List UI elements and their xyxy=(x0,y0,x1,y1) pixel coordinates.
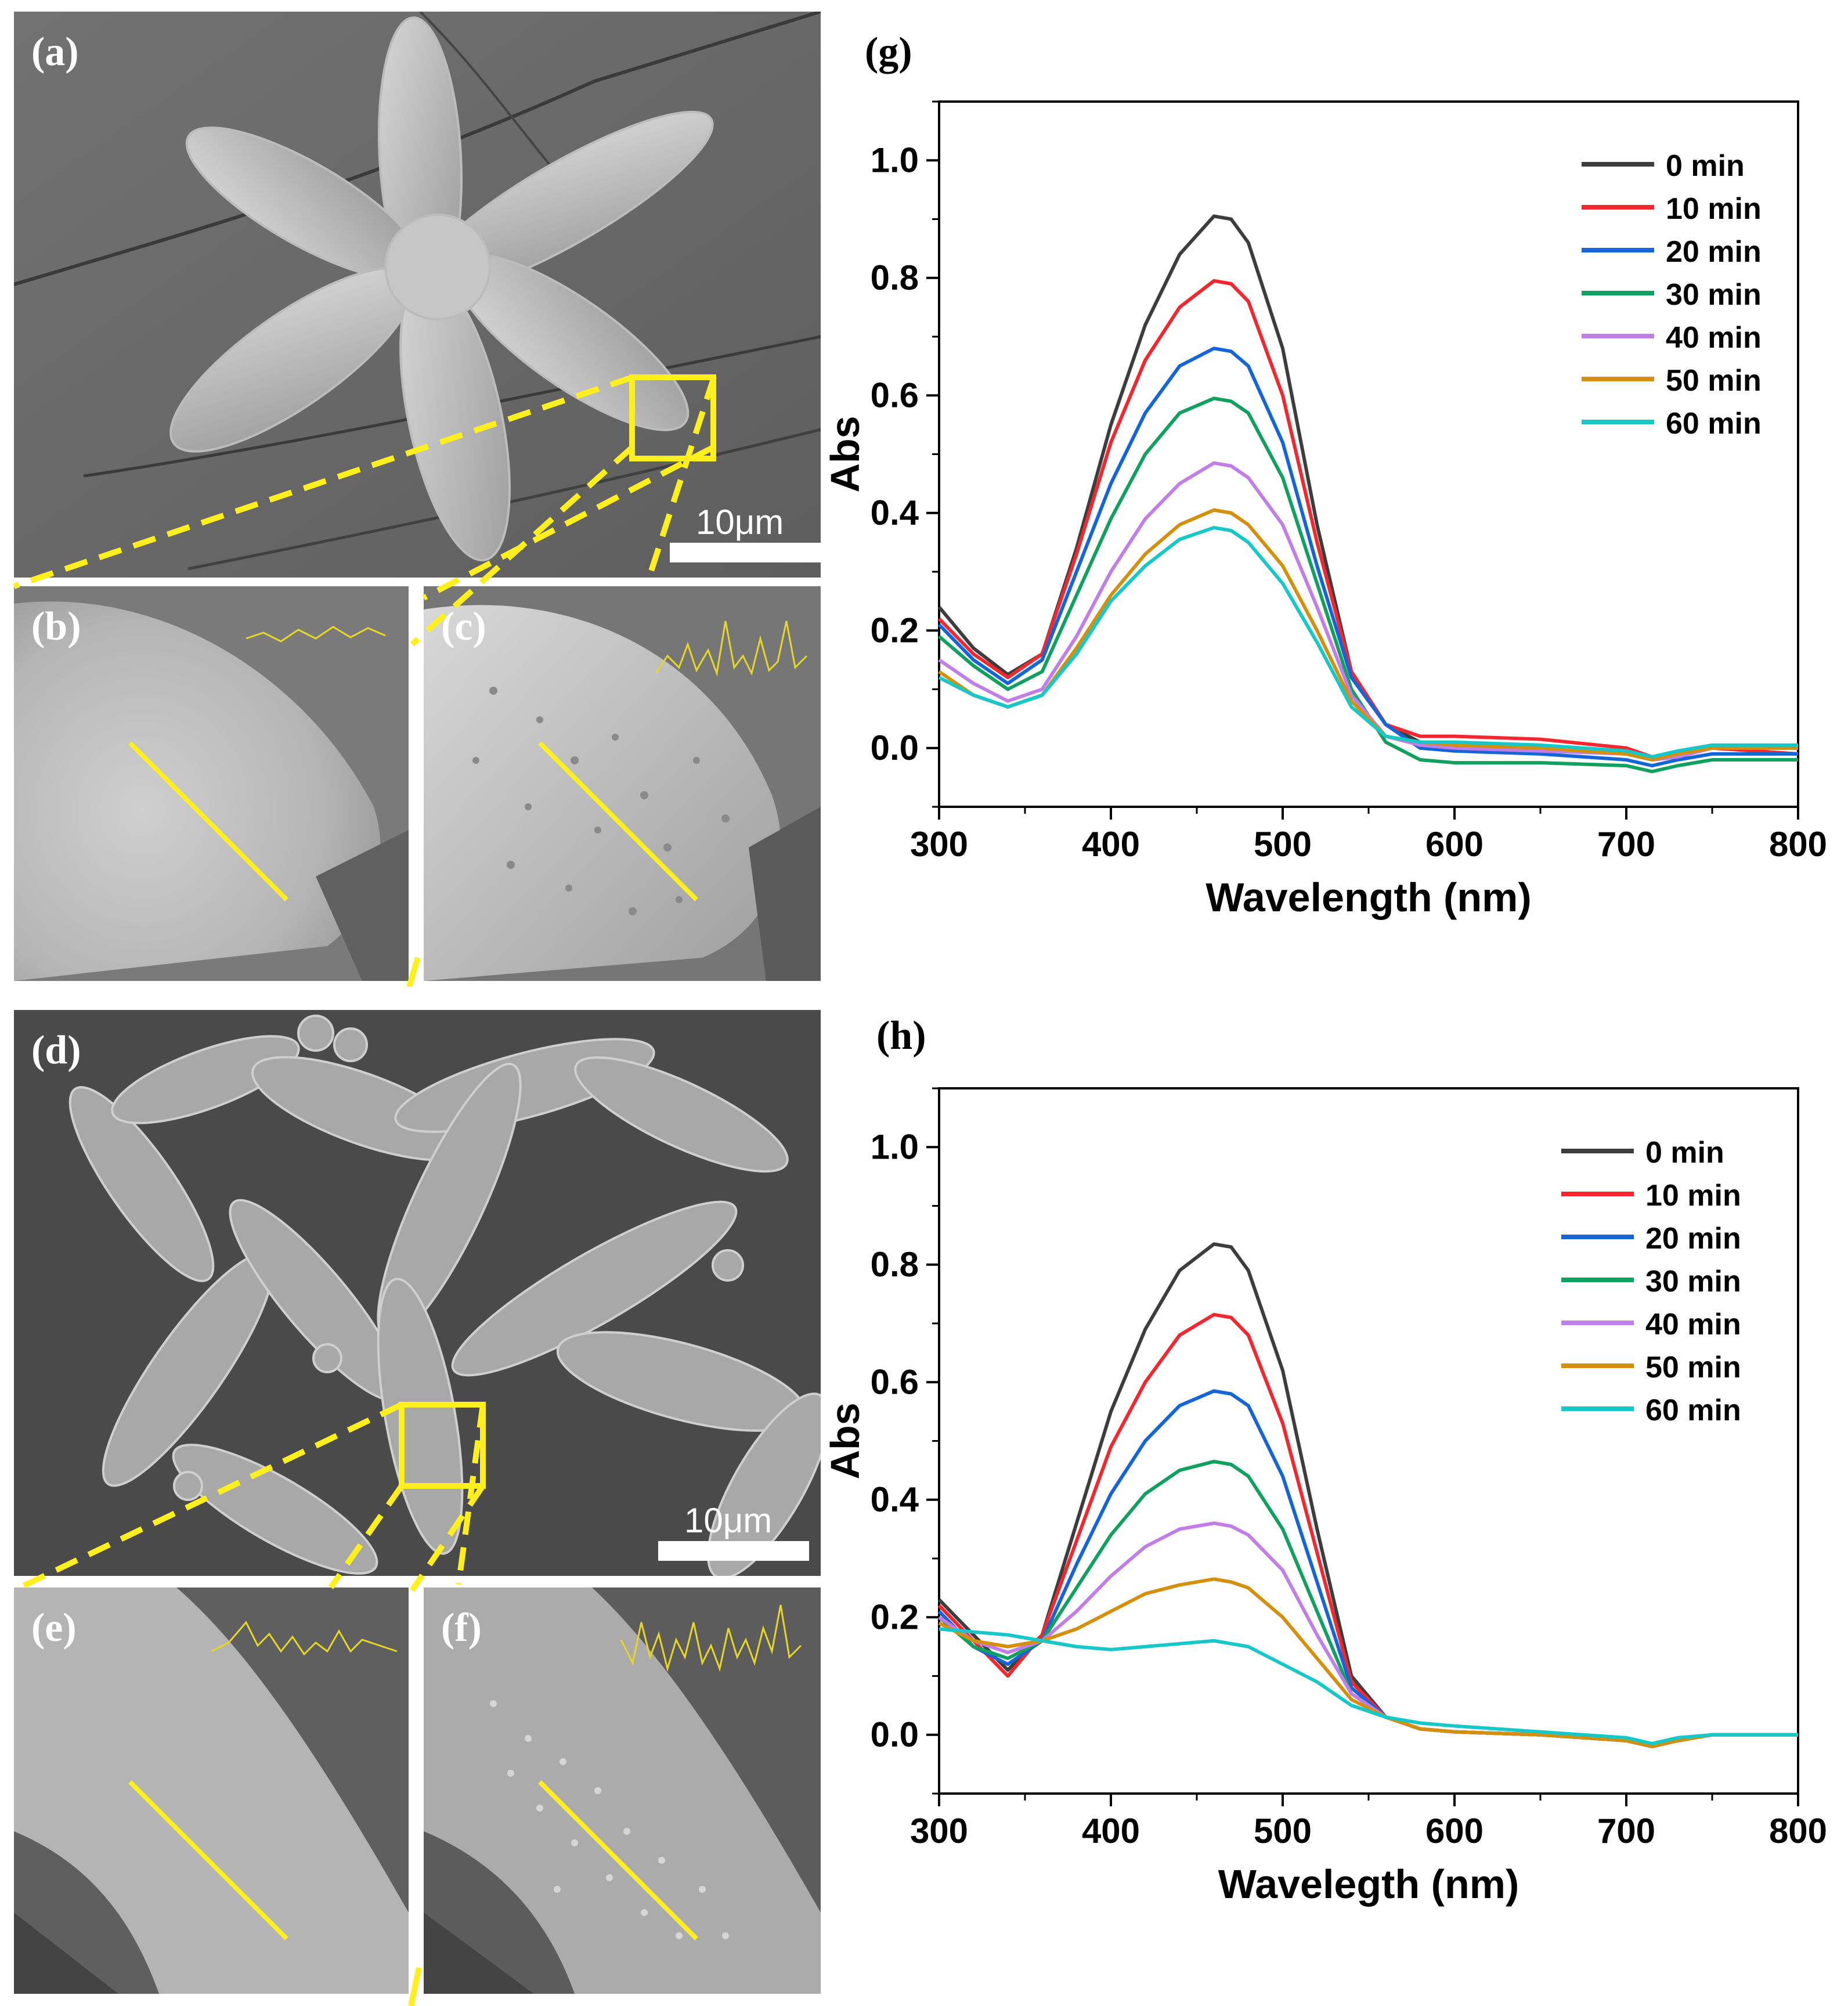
surface-pores-c xyxy=(472,687,730,915)
chart1-legend-label-1: 10 min xyxy=(1645,1179,1741,1213)
sem-panel-e: (e) xyxy=(14,1588,409,1994)
chart1-legend-label-0: 0 min xyxy=(1645,1136,1724,1170)
chart0-xtick-label: 700 xyxy=(1597,825,1655,864)
line-scan-f xyxy=(538,1780,698,1940)
chart0-ytick-label: 1.0 xyxy=(871,140,919,179)
chart1-ytick-label: 0.2 xyxy=(871,1597,919,1636)
zoom-box-d xyxy=(399,1402,486,1489)
sem-panel-a: (a) 10μm xyxy=(14,12,821,578)
chart0-xtick-label: 300 xyxy=(910,825,968,864)
sem-panel-c: (c) xyxy=(424,586,821,981)
chart1-legend-label-3: 30 min xyxy=(1645,1265,1741,1298)
chart1-xtick-label: 500 xyxy=(1254,1812,1312,1850)
chart0-legend-label-4: 40 min xyxy=(1666,321,1762,355)
chart1-series-line-5 xyxy=(938,1577,1798,1748)
scale-bar-label-d: 10μm xyxy=(684,1501,773,1540)
zoom-guide-lines-top xyxy=(13,374,717,987)
chart0-legend-label-5: 50 min xyxy=(1666,364,1762,398)
chart0-ytick-label: 0.4 xyxy=(871,493,919,532)
scale-bar-d xyxy=(658,1541,809,1561)
chart-h: 300 400 500 600 700 800 0.0 0.2 0.4 0.6 0.8 1.0 Wave… xyxy=(822,1087,1827,1907)
sem-image-a xyxy=(14,12,821,578)
chart1-series-line-6 xyxy=(939,1627,1798,1745)
chart0-legend-label-6: 60 min xyxy=(1666,407,1762,441)
scale-bar-label-a: 10μm xyxy=(696,503,784,542)
panel-label-f: (f) xyxy=(441,1605,482,1650)
chart0-series-line-3 xyxy=(938,396,1798,774)
chart0-xtick-label: 500 xyxy=(1254,825,1312,864)
panel-label-d: (d) xyxy=(31,1028,81,1073)
zoom-box-a xyxy=(629,374,716,461)
chart0-series-line-5 xyxy=(938,508,1798,762)
chart0-xlabel: Wavelength (nm) xyxy=(1205,875,1531,920)
chart1-ytick-label: 0.8 xyxy=(871,1245,919,1284)
chart1-ylabel: Abs xyxy=(822,1402,868,1479)
chart0-series-line-6 xyxy=(938,526,1798,759)
panel-label-e: (e) xyxy=(31,1605,77,1650)
chart1-legend-label-6: 60 min xyxy=(1645,1394,1741,1427)
line-scan-b xyxy=(128,741,288,901)
chart0-legend-label-1: 10 min xyxy=(1666,192,1762,226)
sem-image-e xyxy=(14,1588,409,1994)
chart0-ytick-label: 0.8 xyxy=(871,258,919,297)
chart1-ytick-label: 1.0 xyxy=(871,1127,919,1166)
sem-panel-b: (b) xyxy=(14,586,409,981)
chart0-legend-label-2: 20 min xyxy=(1666,235,1762,269)
sem-image-c xyxy=(424,586,821,981)
panel-label-g: (g) xyxy=(865,30,912,74)
chart0-xtick-label: 800 xyxy=(1769,825,1827,864)
chart1-xlabel: Wavelegth (nm) xyxy=(1218,1861,1519,1907)
scale-bar-a xyxy=(670,543,821,562)
panel-label-h: (h) xyxy=(876,1013,926,1058)
chart0-ytick-label: 0.0 xyxy=(871,728,919,767)
line-profile-b xyxy=(246,626,386,643)
sem-image-b xyxy=(14,586,409,981)
chart1-ytick-label: 0.4 xyxy=(871,1480,919,1519)
microstar-particle xyxy=(169,16,714,562)
line-profile-f xyxy=(620,1604,802,1672)
chart0-legend-label-0: 0 min xyxy=(1666,149,1745,183)
chart1-legend-label-4: 40 min xyxy=(1645,1308,1741,1341)
chart0-ylabel: Abs xyxy=(822,416,868,492)
sem-image-f xyxy=(424,1588,821,1994)
chart1-xtick-label: 300 xyxy=(910,1812,968,1850)
chart1-ytick-label: 0.6 xyxy=(871,1362,919,1401)
line-profile-c xyxy=(655,620,808,677)
chart0-xtick-label: 600 xyxy=(1425,825,1484,864)
chart0-legend-label-3: 30 min xyxy=(1666,278,1762,312)
chart1-ytick-label: 0.0 xyxy=(871,1715,919,1754)
sem-image-d xyxy=(14,1010,821,1576)
panel-label-b: (b) xyxy=(31,604,81,649)
chart0-xtick-label: 400 xyxy=(1082,825,1140,864)
panel-label-a: (a) xyxy=(31,30,79,74)
chart1-xtick-label: 600 xyxy=(1425,1812,1484,1850)
chart0-ytick-label: 0.6 xyxy=(871,376,919,414)
chart1-xtick-label: 700 xyxy=(1597,1812,1655,1850)
line-scan-c xyxy=(538,741,698,901)
chart1-legend-label-5: 50 min xyxy=(1645,1351,1741,1384)
zoom-guide-lines-bottom xyxy=(12,1402,486,2006)
surface-particles-f xyxy=(490,1700,729,1939)
chart1-xtick-label: 800 xyxy=(1769,1812,1827,1850)
panel-label-c: (c) xyxy=(441,604,486,649)
line-profile-e xyxy=(211,1621,398,1656)
chart0-ytick-label: 0.2 xyxy=(871,611,919,650)
chart-g: 300 400 500 600 700 800 0.0 0.2 0.4 0.6 0.8 1.0 Wave… xyxy=(822,100,1827,920)
line-scan-e xyxy=(128,1780,288,1940)
sem-panel-f: (f) xyxy=(424,1588,821,1994)
sem-panel-d: (d) 10μm xyxy=(14,1010,821,1576)
chart0-series-line-2 xyxy=(937,347,1798,768)
chart0-series-line-1 xyxy=(937,279,1799,759)
chart1-legend-label-2: 20 min xyxy=(1645,1222,1741,1255)
chart1-xtick-label: 400 xyxy=(1082,1812,1140,1850)
